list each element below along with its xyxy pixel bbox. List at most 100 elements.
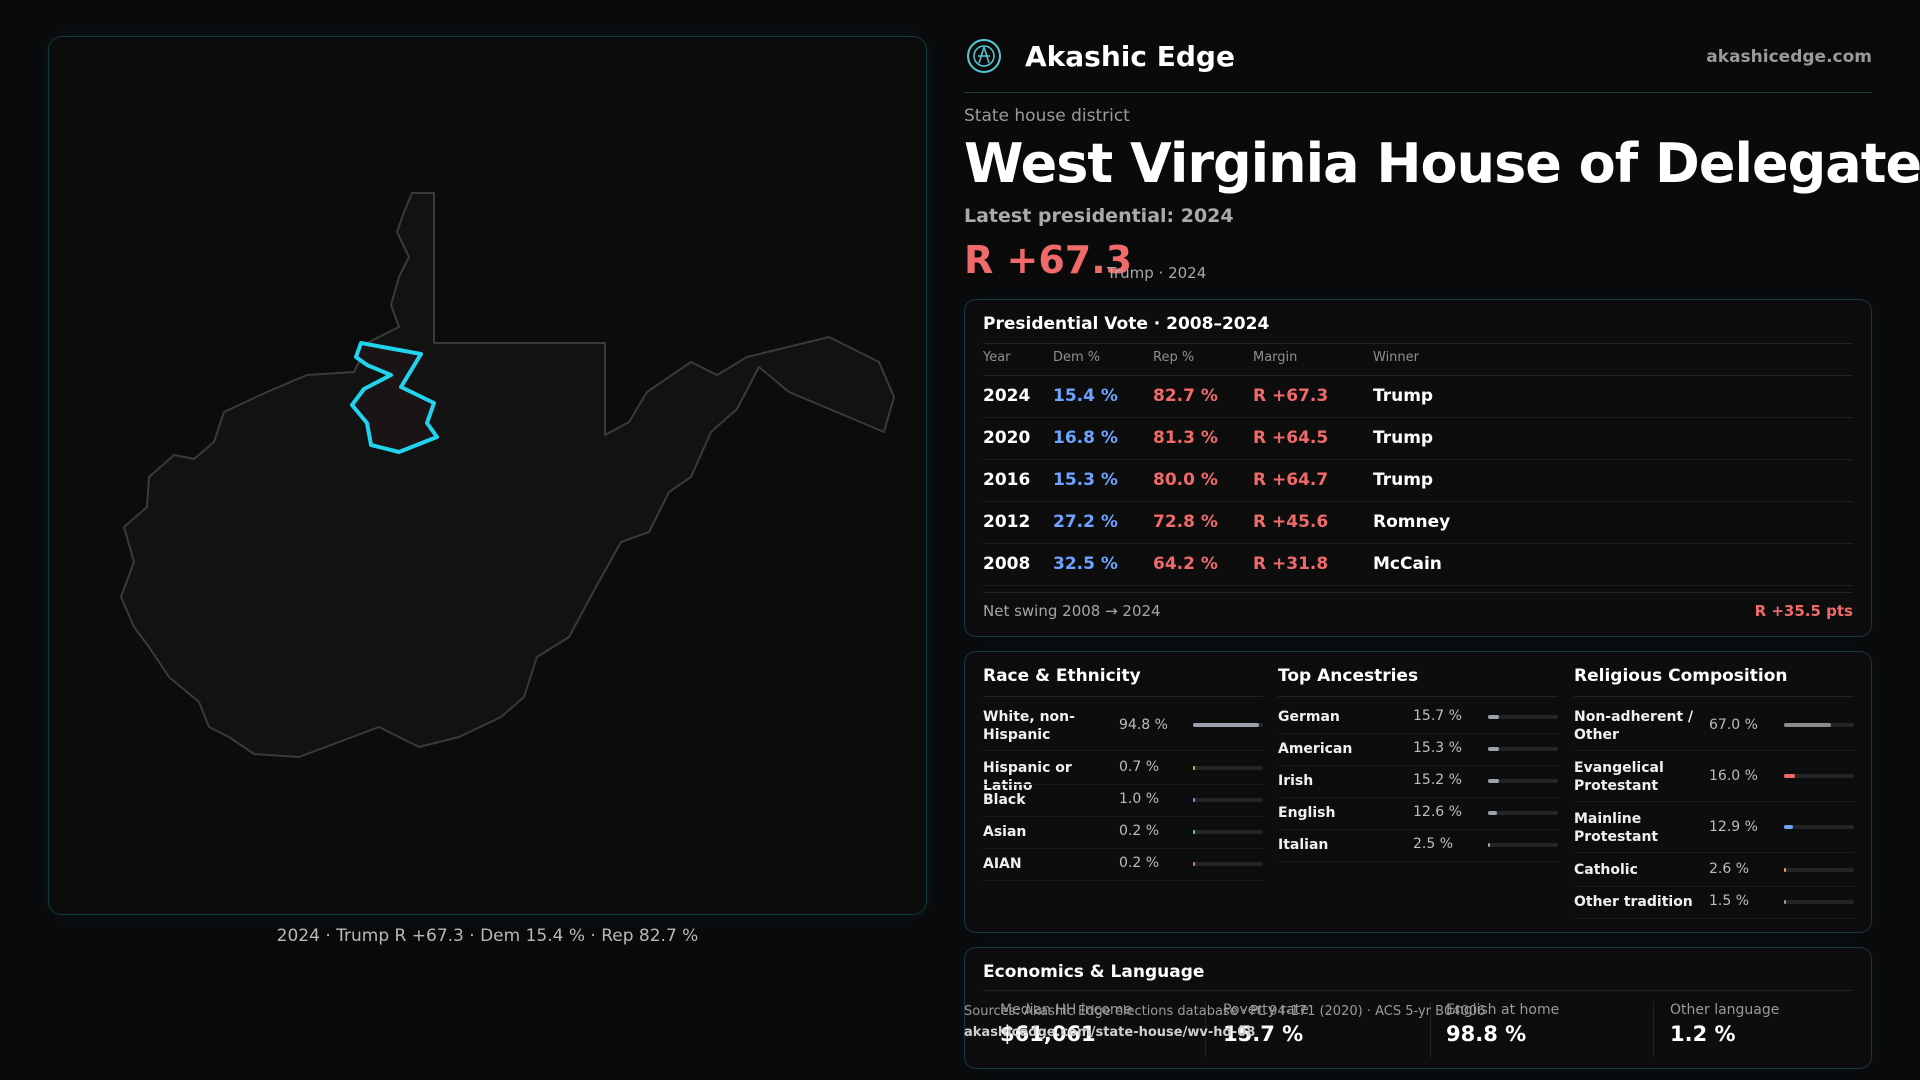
list-item: Hispanic or Latino 0.7 % [983,753,1263,794]
item-percent: 15.7 % [1413,708,1462,724]
item-percent: 15.3 % [1413,740,1462,756]
stat-label: Median HH income [1000,1002,1133,1018]
bar-fill [1193,798,1195,802]
winner-cell: Trump [1373,386,1434,406]
item-percent: 16.0 % [1709,768,1758,784]
list-item: Irish 15.2 % [1278,766,1558,798]
bar-fill [1488,715,1499,719]
year-cell: 2008 [983,554,1031,574]
state-map [120,192,895,758]
dem-pct-cell: 32.5 % [1053,554,1118,574]
bar-track [1488,715,1558,719]
item-label: Asian [983,824,1027,840]
table-row[interactable]: 2024 15.4 % 82.7 % R +67.3 Trump [983,376,1853,418]
row-divider [983,501,1853,502]
compass-emblem-icon[interactable] [967,39,1001,73]
stat-median-income: Median HH income $61,061 [1000,1002,1200,1046]
item-label: Mainline Protestant [1574,811,1659,845]
year-cell: 2020 [983,428,1031,448]
column-divider [1278,696,1558,697]
bar-fill [1193,766,1195,770]
stat-divider [1205,1002,1206,1058]
rep-pct-cell: 81.3 % [1153,428,1218,448]
rep-pct-cell: 82.7 % [1153,386,1218,406]
latest-presidential-label: Latest presidential: 2024 [964,205,1234,227]
item-percent: 2.6 % [1709,861,1750,877]
stat-value: 98.8 % [1446,1022,1527,1046]
margin-cell: R +64.7 [1253,470,1329,490]
table-row[interactable]: 2020 16.8 % 81.3 % R +64.5 Trump [983,418,1853,460]
winner-cell: Trump [1373,470,1434,490]
card-divider [983,990,1853,991]
dem-pct-cell: 15.3 % [1053,470,1118,490]
stat-english-at-home: English at home 98.8 % [1446,1002,1646,1046]
list-item: American 15.3 % [1278,734,1558,766]
presidential-vote-card: Presidential Vote · 2008–2024 Year Dem %… [964,299,1872,637]
list-item: Catholic 2.6 % [1574,855,1854,887]
row-divider [1278,733,1558,734]
list-item: English 12.6 % [1278,798,1558,830]
dem-pct-cell: 27.2 % [1053,512,1118,532]
bar-track [1193,830,1263,834]
brand-name[interactable]: Akashic Edge [1025,40,1235,73]
state-outline [120,192,895,758]
item-percent: 1.0 % [1119,791,1160,807]
column-header-dem: Dem % [1053,350,1101,365]
race-ethnicity-title: Race & Ethnicity [983,666,1141,686]
item-label: American [1278,741,1353,757]
row-divider [983,750,1263,751]
economics-language-card: Economics & Language Median HH income $6… [964,947,1872,1069]
bar-track [1488,779,1558,783]
stat-poverty-rate: Poverty rate 15.7 % [1223,1002,1423,1046]
row-divider [983,543,1853,544]
table-row[interactable]: 2016 15.3 % 80.0 % R +64.7 Trump [983,460,1853,502]
row-divider [983,585,1853,586]
margin-cell: R +45.6 [1253,512,1329,532]
permalink[interactable]: akashicedge.com/state-house/wv-hd-08 [964,1025,1256,1040]
bar-track [1784,723,1854,727]
row-divider [1574,918,1854,919]
item-label: German [1278,709,1340,725]
presidential-card-title: Presidential Vote · 2008–2024 [983,314,1270,334]
item-label: English [1278,805,1336,821]
stat-value: 1.2 % [1670,1022,1736,1046]
stat-label: English at home [1446,1002,1560,1018]
item-label: Italian [1278,837,1329,853]
row-divider [1574,886,1854,887]
year-cell: 2012 [983,512,1031,532]
sources-note: Sources: Akashic Edge elections database… [964,1004,1486,1019]
bar-track [1193,766,1263,770]
item-label: Catholic [1574,862,1638,878]
row-divider [1574,750,1854,751]
district-map-panel[interactable] [48,36,927,915]
ancestry-column: Top Ancestries German 15.7 % American 15.3 … [1278,652,1558,932]
bar-fill [1784,900,1786,904]
column-divider [1574,696,1854,697]
bar-track [1784,900,1854,904]
district-highlight[interactable] [350,341,439,454]
bar-track [1488,843,1558,847]
row-divider [983,816,1263,817]
item-label: Black [983,792,1026,808]
bar-fill [1488,811,1497,815]
item-percent: 1.5 % [1709,893,1750,909]
table-row[interactable]: 2008 32.5 % 64.2 % R +31.8 McCain [983,544,1853,586]
row-divider [1574,801,1854,802]
item-label: Other tradition [1574,894,1693,910]
brand-url-link[interactable]: akashicedge.com [1706,47,1872,67]
page-title: West Virginia House of Delegates Distr [964,132,1920,195]
margin-cell: R +64.5 [1253,428,1329,448]
dem-pct-cell: 16.8 % [1053,428,1118,448]
bar-fill [1193,723,1259,727]
row-divider [983,459,1853,460]
column-header-rep: Rep % [1153,350,1195,365]
table-row[interactable]: 2012 27.2 % 72.8 % R +45.6 Romney [983,502,1853,544]
year-cell: 2016 [983,470,1031,490]
row-divider [1278,797,1558,798]
list-item: Non-adherent / Other 67.0 % [1574,702,1854,751]
list-item: Black 1.0 % [983,785,1263,817]
margin-cell: R +67.3 [1253,386,1329,406]
bar-fill [1488,747,1499,751]
bar-fill [1784,868,1786,872]
item-percent: 2.5 % [1413,836,1454,852]
